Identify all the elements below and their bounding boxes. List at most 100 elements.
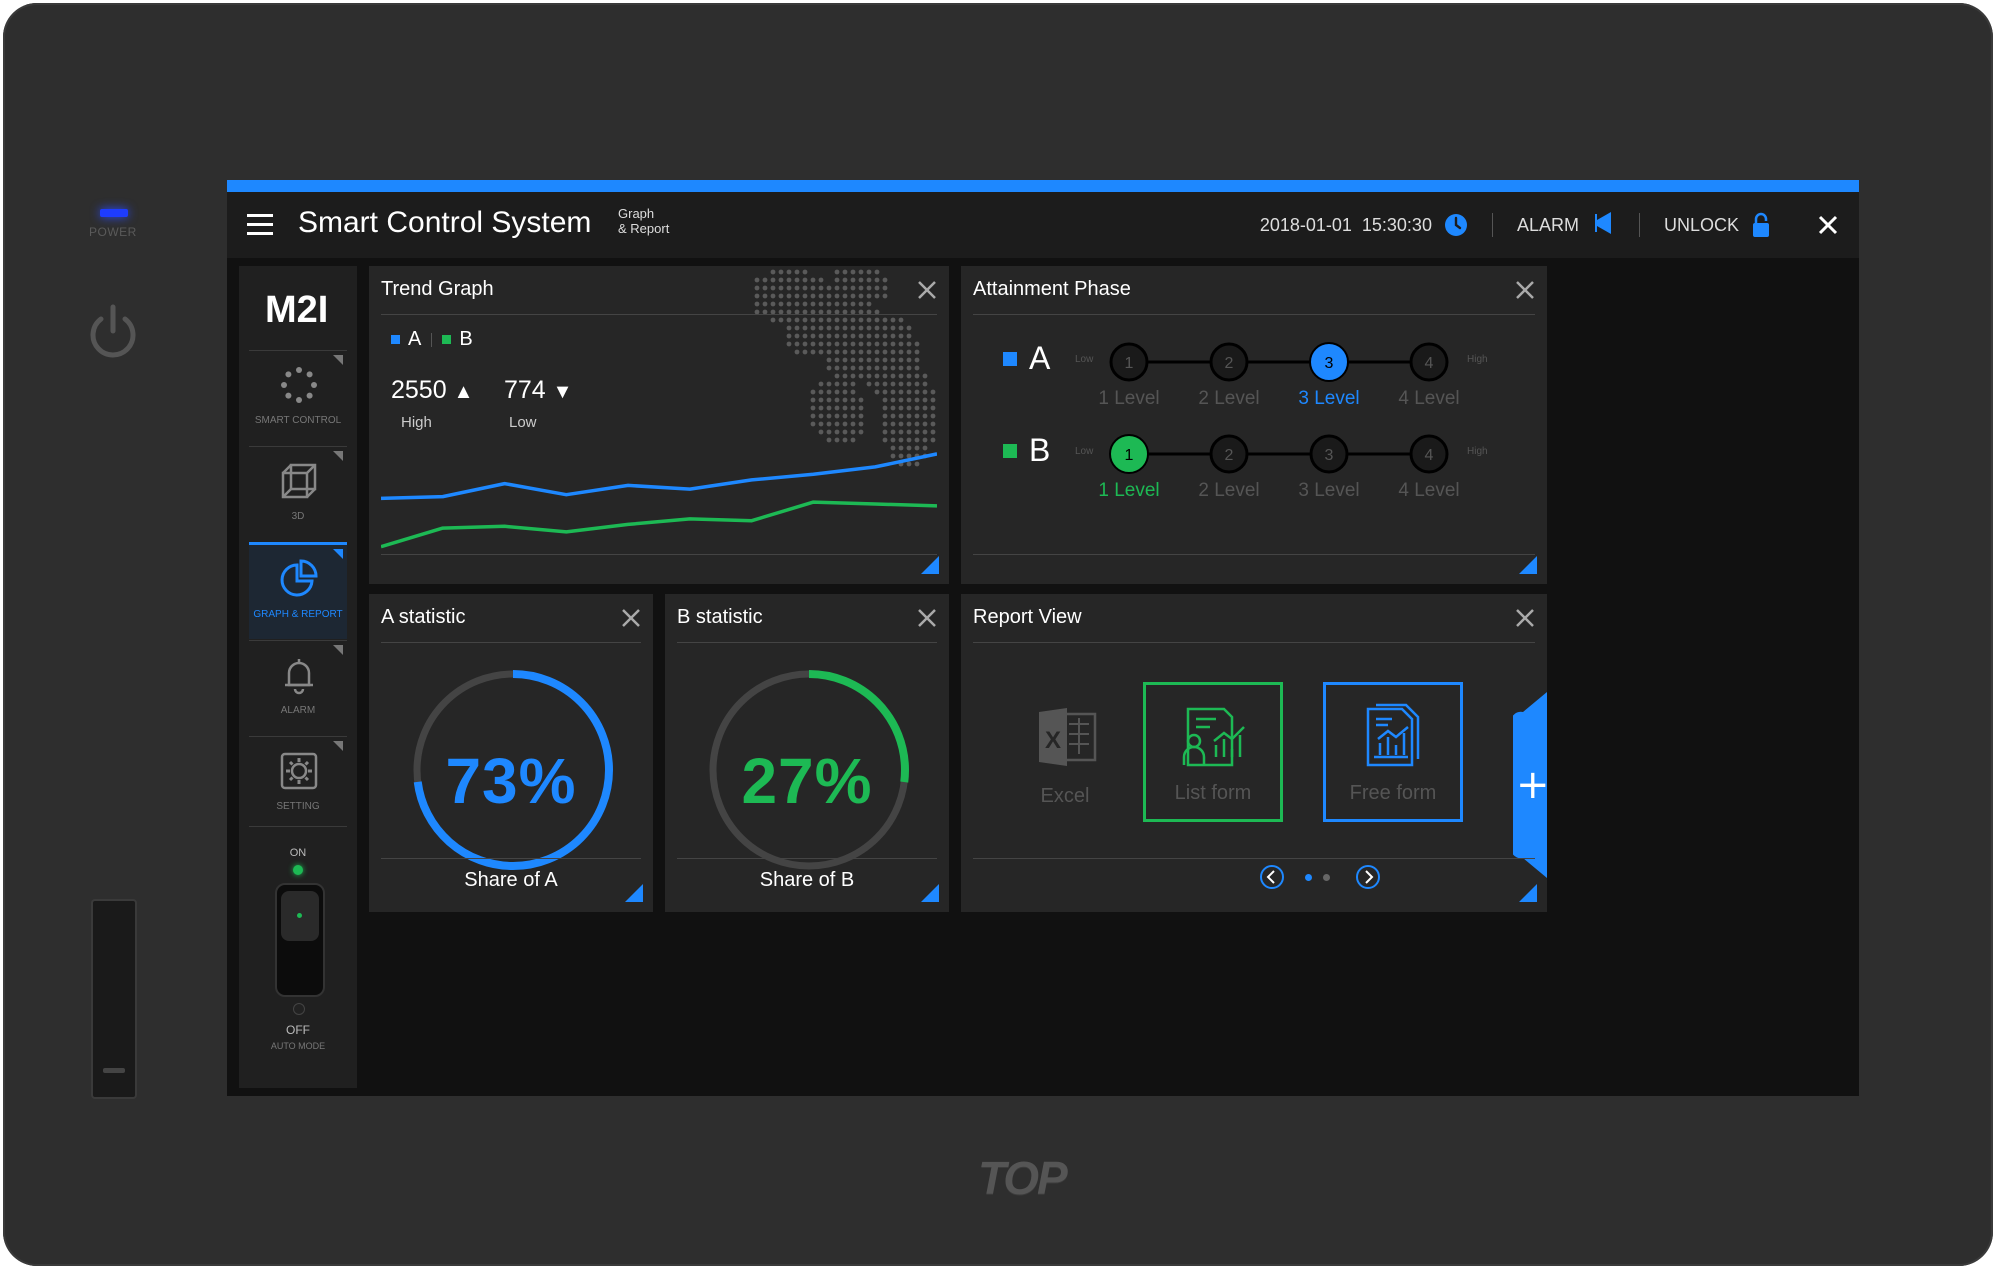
excel-icon: X xyxy=(1039,708,1097,766)
list-form-icon xyxy=(1182,707,1245,767)
close-icon[interactable] xyxy=(917,608,937,628)
level-label: 1 Level xyxy=(1098,480,1160,501)
power-led xyxy=(100,209,128,217)
legend-a: A xyxy=(408,328,422,350)
level-label: 2 Level xyxy=(1198,480,1260,501)
level-node-4[interactable]: 4 xyxy=(1409,342,1449,382)
chevron-left-icon[interactable] xyxy=(1259,864,1285,890)
svg-text:+: + xyxy=(1516,762,1547,808)
svg-text:X: X xyxy=(1045,727,1061,754)
share-b-label: Share of B xyxy=(759,869,855,891)
attainment-phase-panel: Attainment Phase A Low High 1 2 3 4 1 Level 2 Le… xyxy=(961,266,1547,584)
high-label: High xyxy=(401,414,432,431)
low-label: Low xyxy=(1075,354,1094,365)
a-statistic-panel: A statistic 73% Share of A xyxy=(369,594,653,912)
close-icon[interactable] xyxy=(917,280,937,300)
svg-text:1: 1 xyxy=(1125,355,1134,372)
pager-dot[interactable] xyxy=(1323,874,1330,881)
main-content: M2I SMART CONTROL xyxy=(227,258,1859,1096)
level-node-1[interactable]: 1 xyxy=(1109,434,1149,474)
level-track: 1 2 3 4 xyxy=(1109,434,1449,474)
level-node-3[interactable]: 3 xyxy=(1309,342,1349,382)
level-label: 2 Level xyxy=(1198,388,1260,409)
resize-corner[interactable] xyxy=(1519,884,1537,902)
world-map-dots xyxy=(754,269,936,467)
share-b-donut xyxy=(709,670,909,870)
close-icon[interactable] xyxy=(621,608,641,628)
b-statistic-panel: B statistic 27% Share of B xyxy=(665,594,949,912)
chevron-right-icon[interactable] xyxy=(1355,864,1381,890)
svg-text:2: 2 xyxy=(1225,355,1234,372)
report-card-excel[interactable]: X Excel xyxy=(995,682,1135,822)
level-node-4[interactable]: 4 xyxy=(1409,434,1449,474)
sidebar-item-label: 3D xyxy=(291,511,305,522)
cube-icon xyxy=(281,463,317,499)
report-card-list-form[interactable]: List form xyxy=(1143,682,1283,822)
level-node-2[interactable]: 2 xyxy=(1209,342,1249,382)
panel-title: B statistic xyxy=(677,606,763,628)
resize-corner[interactable] xyxy=(921,556,939,574)
auto-mode-switch-area: ON OFF AUTO MODE xyxy=(249,826,347,1067)
level-node-3[interactable]: 3 xyxy=(1309,434,1349,474)
side-slot xyxy=(91,899,137,1099)
level-node-2[interactable]: 2 xyxy=(1209,434,1249,474)
trend-line-chart xyxy=(381,452,937,549)
on-indicator-led xyxy=(293,865,303,875)
level-label: 4 Level xyxy=(1398,480,1460,501)
panel-title: Report View xyxy=(973,606,1082,628)
close-app-icon[interactable] xyxy=(1817,214,1839,236)
share-a-label: Share of A xyxy=(464,869,558,891)
sidebar-item-alarm[interactable]: ALARM xyxy=(249,640,347,735)
report-pager xyxy=(961,862,1547,892)
sidebar-item-graph-report[interactable]: GRAPH & REPORT xyxy=(249,542,347,639)
svg-text:4: 4 xyxy=(1425,355,1434,372)
status-area: 2018-01-01 15:30:30 ALARM UNLOCK xyxy=(1260,192,1859,258)
close-icon[interactable] xyxy=(1515,280,1535,300)
clock-icon xyxy=(1444,214,1467,236)
level-label: 1 Level xyxy=(1098,388,1160,409)
phase-row-a: A Low High 1 2 3 4 1 Level 2 Level 3 Level 4 Level xyxy=(961,332,1547,422)
legend-b: B xyxy=(459,328,473,350)
trend-series-b xyxy=(381,500,937,549)
close-icon[interactable] xyxy=(1515,608,1535,628)
svg-text:3: 3 xyxy=(1325,447,1334,464)
level-node-1[interactable]: 1 xyxy=(1109,342,1149,382)
trend-legend: A B xyxy=(391,328,473,351)
sidebar-item-3d[interactable]: 3D xyxy=(249,446,347,541)
alarm-label[interactable]: ALARM xyxy=(1516,214,1579,235)
sidebar-item-smart-control[interactable]: SMART CONTROL xyxy=(249,350,347,445)
high-label: High xyxy=(1467,354,1488,365)
topbar-accent xyxy=(227,180,1859,192)
header: Smart Control System Graph & Report 2018… xyxy=(227,192,1859,258)
alarm-bell-icon[interactable] xyxy=(1591,212,1615,238)
panel-title: A statistic xyxy=(381,606,466,628)
hamburger-menu-icon[interactable] xyxy=(247,214,273,236)
add-report-tab[interactable]: + xyxy=(1513,692,1547,878)
switch-on-label: ON xyxy=(289,847,307,859)
trend-series-a xyxy=(381,452,937,501)
lock-icon[interactable] xyxy=(1751,212,1771,238)
sidebar-item-label: ALARM xyxy=(280,705,316,716)
resize-corner[interactable] xyxy=(625,884,643,902)
report-card-free-form[interactable]: Free form xyxy=(1323,682,1463,822)
level-track: 1 2 3 4 xyxy=(1109,342,1449,382)
free-form-icon xyxy=(1366,703,1420,767)
svg-text:3: 3 xyxy=(1325,355,1334,372)
unlock-label[interactable]: UNLOCK xyxy=(1663,214,1739,235)
sidebar-item-setting[interactable]: SETTING xyxy=(249,736,347,831)
report-card-label: List form xyxy=(1174,782,1252,804)
resize-corner[interactable] xyxy=(1519,556,1537,574)
donut-arc xyxy=(709,670,909,870)
screen: Smart Control System Graph & Report 2018… xyxy=(227,180,1859,1096)
auto-mode-toggle[interactable] xyxy=(275,883,325,997)
pager-dot-active[interactable] xyxy=(1305,874,1312,881)
level-label: 4 Level xyxy=(1398,388,1460,409)
phase-row-label: B xyxy=(1029,432,1051,468)
panel-title: Trend Graph xyxy=(381,278,494,300)
power-button-icon[interactable] xyxy=(87,301,139,361)
resize-corner[interactable] xyxy=(921,884,939,902)
trend-graph-panel: Trend Graph A B 2550 ▲ High 774 ▼ Low xyxy=(369,266,949,584)
app-title: Smart Control System xyxy=(298,206,592,239)
m2i-logo: M2I xyxy=(265,286,335,331)
svg-text:1: 1 xyxy=(1125,447,1134,464)
